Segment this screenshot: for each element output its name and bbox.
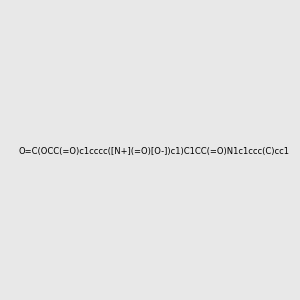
- Text: O=C(OCC(=O)c1cccc([N+](=O)[O-])c1)C1CC(=O)N1c1ccc(C)cc1: O=C(OCC(=O)c1cccc([N+](=O)[O-])c1)C1CC(=…: [18, 147, 289, 156]
